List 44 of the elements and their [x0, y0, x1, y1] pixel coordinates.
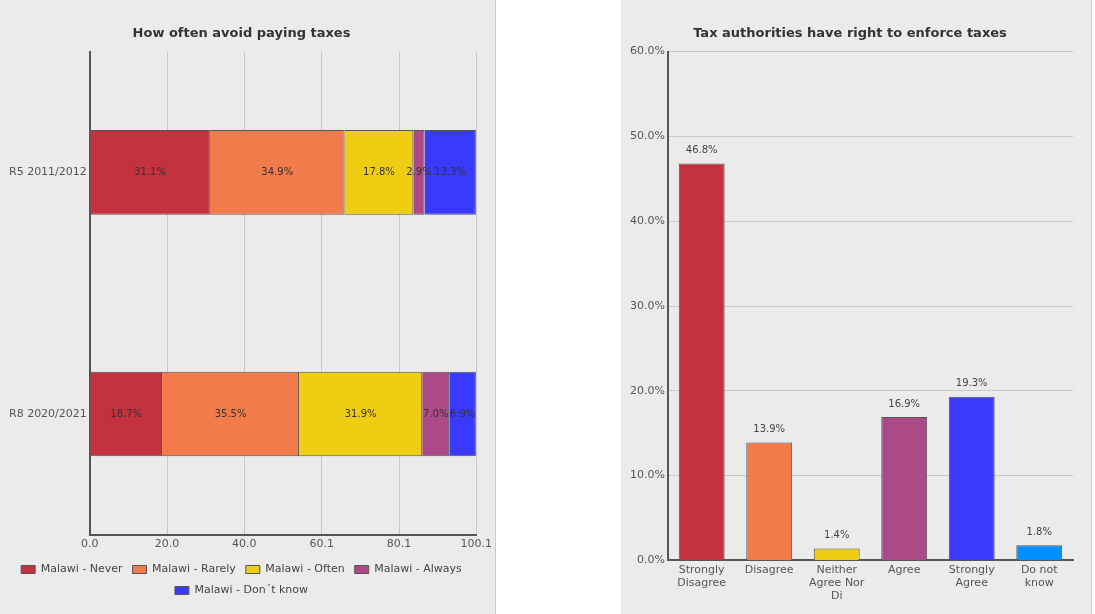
x-tick-label: Disagree — [744, 562, 794, 576]
y-tick-label: 0.0% — [636, 553, 665, 567]
data-label: 1.8% — [1026, 525, 1052, 537]
data-label: 13.3% — [434, 165, 467, 177]
data-label: 19.3% — [955, 377, 988, 389]
legend-label: Malawi - Never — [40, 562, 123, 576]
data-label: 1.4% — [824, 529, 850, 541]
x-tick-label: 60.1 — [309, 537, 335, 551]
chart-title: Tax authorities have right to enforce taxes — [693, 25, 1008, 41]
legend-label: Malawi - Always — [374, 562, 463, 576]
y-tick-label: 50.0% — [629, 129, 665, 143]
data-label: 7.0% — [423, 407, 449, 419]
data-label: 6.9% — [449, 407, 476, 419]
y-tick-label: 20.0% — [629, 383, 665, 397]
x-tick-label: Strongly Agree — [948, 562, 996, 590]
data-label: 2.9% — [406, 165, 432, 177]
y-tick-label: R5 2011/2012 — [8, 165, 87, 179]
data-label: 34.9% — [261, 165, 294, 177]
x-tick-label: 40.0 — [232, 537, 257, 551]
data-label: 31.9% — [344, 407, 377, 419]
legend-label: Malawi - Rarely — [152, 562, 237, 576]
data-label: 18.7% — [110, 407, 143, 419]
data-label: 35.5% — [214, 407, 247, 419]
data-label: 17.8% — [363, 165, 395, 177]
x-tick-label: 80.1 — [386, 537, 412, 551]
x-tick-label: 0.0 — [81, 537, 99, 551]
data-label: 13.9% — [753, 423, 786, 435]
y-tick-label: R8 2020/2021 — [8, 406, 87, 420]
x-tick-label: Do not know — [1020, 562, 1059, 590]
legend-label: Malawi - Often — [265, 562, 345, 576]
legend-label: Malawi - Don´t know — [194, 583, 309, 597]
data-label: 16.9% — [888, 397, 921, 409]
data-label: 31.1% — [134, 165, 166, 177]
x-tick-label: 20.0 — [154, 537, 180, 551]
y-tick-label: 10.0% — [629, 468, 665, 482]
x-tick-label: Agree — [888, 562, 921, 576]
chart-title: How often avoid paying taxes — [132, 25, 351, 41]
y-tick-label: 60.0% — [629, 44, 665, 58]
x-tick-label: 100.1 — [460, 537, 492, 551]
x-tick-label: Neither Agree Nor Di — [809, 562, 865, 603]
y-tick-label: 40.0% — [629, 214, 665, 228]
data-label: 46.8% — [685, 144, 718, 156]
x-tick-label: Strongly Disagree — [677, 562, 727, 590]
y-tick-label: 30.0% — [629, 298, 665, 312]
